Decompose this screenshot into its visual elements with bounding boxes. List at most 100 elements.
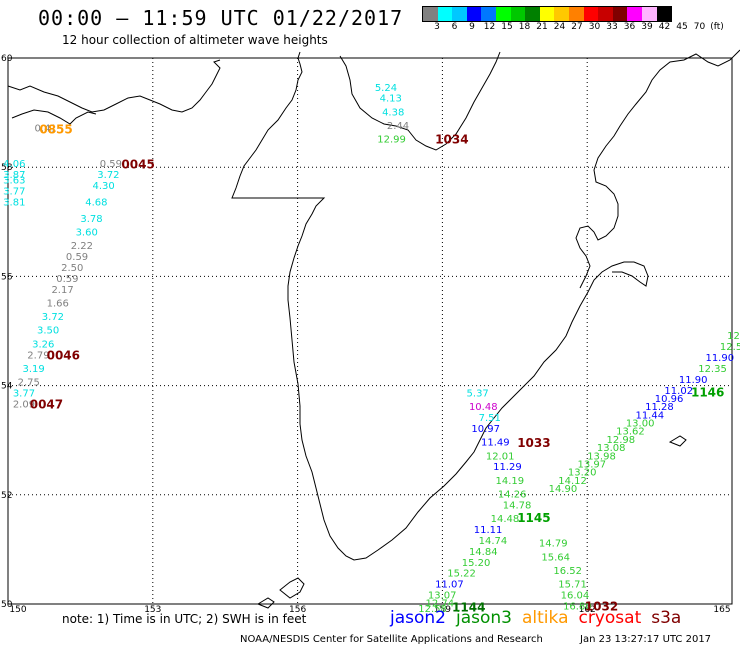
wave-observations: 4.063.873.633.773.810.593.724.304.683.78… bbox=[3, 83, 740, 615]
lon-tick-label: 159 bbox=[434, 605, 451, 615]
lon-tick-label: 150 bbox=[9, 605, 26, 615]
komandor-island bbox=[668, 435, 687, 447]
wave-height-value: 2.09 bbox=[13, 399, 35, 410]
wave-height-value: 1.66 bbox=[47, 298, 69, 309]
wave-height-value: 4.30 bbox=[92, 181, 114, 192]
wave-height-value: 16.80 bbox=[563, 601, 592, 612]
wave-height-value: 13.98 bbox=[587, 451, 616, 462]
pass-time-label: 0045 bbox=[121, 157, 154, 171]
wave-height-value: 12.01 bbox=[486, 451, 515, 462]
wave-height-value: 14.90 bbox=[549, 484, 578, 495]
pass-time-label: 1144 bbox=[452, 601, 485, 615]
legend-label: 27 bbox=[571, 22, 583, 32]
wave-height-value: 2.75 bbox=[18, 378, 40, 389]
wave-height-value: 12.74 bbox=[426, 599, 455, 610]
legend-swatch bbox=[452, 7, 467, 21]
wave-height-value: 12.35 bbox=[698, 364, 727, 375]
wave-height-value: 3.87 bbox=[3, 170, 25, 181]
lat-tick-label: 52 bbox=[1, 491, 12, 501]
legend-swatch bbox=[568, 7, 584, 21]
legend-label: 45 bbox=[676, 22, 688, 32]
lat-lon-grid: 150 153 156 159 162 165 60 58 56 54 52 50 bbox=[1, 54, 733, 615]
wave-height-value: 11.07 bbox=[435, 580, 464, 591]
satellite-name: jason2 bbox=[390, 608, 446, 628]
wave-height-value: 15.20 bbox=[462, 558, 491, 569]
wave-height-value: 14.19 bbox=[495, 476, 524, 487]
wave-height-value: 11.90 bbox=[705, 353, 734, 364]
wave-height-value: 14.78 bbox=[503, 500, 532, 511]
legend-swatch bbox=[554, 7, 569, 21]
wave-height-value: 4.38 bbox=[382, 107, 404, 118]
wave-height-value: 5.24 bbox=[375, 83, 397, 94]
wave-height-value: 3.19 bbox=[22, 364, 44, 375]
lat-tick-label: 54 bbox=[1, 382, 13, 392]
credit-line: NOAA/NESDIS Center for Satellite Applica… bbox=[240, 634, 543, 645]
legend-swatch bbox=[466, 7, 482, 21]
legend-swatch bbox=[481, 7, 496, 21]
legend-swatch bbox=[525, 7, 540, 21]
lon-tick-label: 156 bbox=[289, 605, 306, 615]
wave-height-value: 2.79 bbox=[27, 350, 49, 361]
lat-tick-label: 60 bbox=[1, 54, 13, 64]
kuril-island-2 bbox=[256, 597, 275, 609]
wave-height-value: 11.11 bbox=[474, 525, 503, 536]
legend-swatch bbox=[627, 7, 642, 21]
legend-label: 6 bbox=[451, 22, 458, 32]
legend-label: (ft) bbox=[710, 22, 724, 32]
wave-height-value: 14.74 bbox=[479, 536, 508, 547]
wave-height-value: 14.79 bbox=[539, 539, 568, 550]
satellite-name: jason3 bbox=[456, 608, 512, 628]
wave-height-value: 14.84 bbox=[469, 547, 498, 558]
wave-height-value: 11.44 bbox=[635, 410, 664, 421]
pass-time-labels: 0855 0045 0046 0047 1034 1033 1145 1146 1144 1032 bbox=[30, 122, 725, 614]
wave-height-value: 10.97 bbox=[471, 424, 500, 435]
wave-height-value: 13.20 bbox=[568, 468, 597, 479]
legend-swatch bbox=[510, 7, 526, 21]
wave-height-value: 14.48 bbox=[491, 514, 520, 525]
legend-label: 15 bbox=[501, 22, 513, 32]
wave-height-value: 13.62 bbox=[616, 427, 645, 438]
legend-label: 39 bbox=[641, 22, 653, 32]
lon-tick-label: 162 bbox=[579, 605, 596, 615]
wave-height-value: 12.99 bbox=[377, 135, 406, 146]
legend-label: 33 bbox=[606, 22, 618, 32]
wave-height-value: 3.77 bbox=[3, 187, 25, 198]
wave-height-value: 4.13 bbox=[380, 94, 402, 105]
wave-height-value: 3.81 bbox=[3, 197, 25, 208]
wave-height-value: 0.59 bbox=[56, 274, 78, 285]
wave-height-value: 15.22 bbox=[447, 569, 476, 580]
wave-height-value: 3.72 bbox=[42, 312, 64, 323]
legend-swatch bbox=[641, 7, 657, 21]
generated-timestamp: Jan 23 13:27:17 UTC 2017 bbox=[580, 634, 712, 645]
legend-label: 70 bbox=[693, 22, 706, 32]
satellite-name: altika bbox=[522, 608, 569, 628]
wave-height-value: 12.98 bbox=[607, 435, 636, 446]
shelikhov-coast bbox=[339, 51, 501, 151]
wave-height-value: 3.26 bbox=[32, 339, 54, 350]
wave-height-value: 12 bbox=[727, 331, 740, 342]
wave-height-value: 4.06 bbox=[3, 159, 25, 170]
pass-time-label: 0047 bbox=[30, 398, 63, 412]
lat-tick-label: 58 bbox=[1, 163, 13, 173]
legend-label: 3 bbox=[434, 22, 440, 32]
wave-height-value: 2.17 bbox=[51, 285, 73, 296]
lat-tick-label: 56 bbox=[1, 272, 13, 282]
pass-time-label: 1032 bbox=[585, 600, 618, 614]
okhotsk-north-coast bbox=[7, 59, 221, 113]
legend-label: 30 bbox=[588, 22, 601, 32]
wave-height-value: 3.60 bbox=[76, 227, 98, 238]
kamchatka-coast bbox=[231, 51, 649, 561]
taui-bay-coast bbox=[11, 109, 97, 125]
wave-height-value: 12.58 bbox=[418, 604, 447, 615]
legend-swatch bbox=[423, 7, 438, 21]
wave-height-value: 2.44 bbox=[387, 121, 409, 132]
legend-swatch bbox=[656, 7, 672, 21]
pass-time-label: 0855 bbox=[39, 122, 72, 136]
legend-swatch bbox=[495, 7, 511, 21]
map-title: 00:00 – 11:59 UTC 01/22/2017 bbox=[38, 6, 404, 30]
wave-height-value: 2.22 bbox=[71, 241, 93, 252]
legend-label: 24 bbox=[553, 22, 566, 32]
wave-height-value: 3.78 bbox=[80, 214, 102, 225]
lon-tick-label: 165 bbox=[713, 605, 730, 615]
